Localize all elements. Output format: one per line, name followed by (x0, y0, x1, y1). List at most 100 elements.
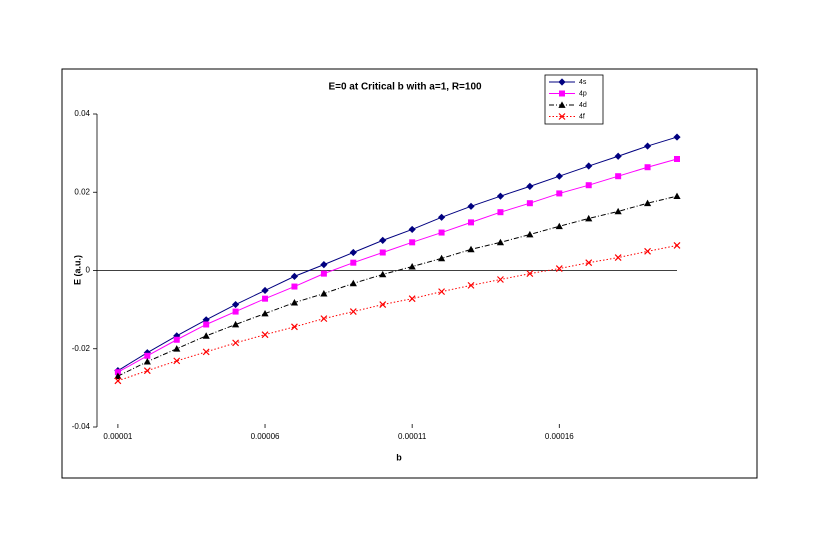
x-axis-label: b (396, 452, 402, 462)
marker (673, 133, 681, 141)
marker (231, 300, 240, 309)
marker (262, 295, 269, 302)
marker (173, 336, 180, 343)
marker (497, 276, 504, 283)
marker (143, 358, 151, 365)
series-line (117, 195, 678, 377)
marker (320, 315, 328, 323)
marker (408, 225, 416, 234)
x-tick-label: 0.00006 (251, 432, 280, 441)
marker (231, 320, 240, 328)
chart-title: E=0 at Critical b with a=1, R=100 (328, 82, 482, 93)
marker (585, 182, 592, 189)
legend-label: 4d (579, 102, 587, 109)
marker (438, 229, 445, 236)
marker (555, 265, 563, 272)
legend-box (544, 74, 604, 125)
marker (349, 308, 357, 316)
series-line (117, 244, 678, 382)
y-tick-label: 0 (86, 266, 91, 275)
marker (261, 331, 269, 339)
marker (379, 249, 386, 256)
legend-marker (558, 101, 566, 108)
marker (526, 270, 534, 278)
marker (496, 238, 505, 246)
marker (467, 245, 475, 253)
x-tick-label: 0.00011 (398, 432, 427, 441)
marker (203, 321, 210, 328)
marker (526, 230, 534, 238)
marker (674, 155, 680, 162)
marker (173, 345, 181, 352)
marker (467, 202, 475, 210)
marker (497, 209, 504, 216)
legend-marker (558, 78, 566, 86)
marker (615, 173, 622, 180)
marker (643, 199, 652, 207)
marker (320, 261, 328, 269)
marker (114, 372, 122, 380)
marker (379, 236, 387, 244)
marker (202, 332, 210, 339)
y-tick-label: 0.02 (74, 187, 90, 196)
marker (261, 286, 269, 295)
marker (350, 259, 357, 266)
marker (437, 254, 446, 262)
marker (202, 316, 210, 324)
marker (291, 283, 298, 290)
marker (437, 213, 446, 221)
marker (409, 239, 416, 246)
marker (232, 308, 239, 315)
marker (614, 254, 622, 262)
marker (144, 352, 151, 359)
marker (673, 192, 681, 200)
marker (556, 190, 563, 197)
marker (438, 288, 446, 296)
marker (379, 270, 387, 278)
marker (614, 152, 622, 160)
legend-marker (559, 90, 565, 97)
y-axis-label: E (a.u.) (72, 255, 82, 285)
y-tick-label: -0.04 (72, 422, 91, 431)
marker (585, 214, 593, 222)
legend-marker (558, 113, 566, 120)
marker (173, 357, 181, 365)
marker (408, 295, 416, 303)
marker (526, 200, 533, 207)
chart-frame (61, 68, 758, 479)
marker (408, 262, 416, 270)
marker (349, 248, 357, 257)
marker (496, 192, 505, 200)
marker (673, 242, 681, 249)
series-line (117, 158, 678, 373)
marker (143, 367, 151, 375)
marker (614, 207, 622, 215)
marker (643, 142, 652, 150)
y-tick-label: 0.04 (74, 109, 90, 118)
marker (468, 219, 475, 226)
marker (232, 339, 240, 347)
x-tick-label: 0.00016 (545, 432, 574, 441)
marker (585, 162, 593, 170)
marker (290, 298, 299, 306)
series-line (117, 136, 678, 372)
marker (379, 301, 387, 308)
marker (555, 172, 563, 180)
marker (644, 164, 651, 171)
legend-label: 4p (579, 90, 587, 97)
marker (290, 272, 299, 280)
legend-label: 4s (579, 79, 587, 86)
marker (555, 222, 563, 230)
marker (320, 289, 328, 297)
legend-label: 4f (579, 113, 585, 120)
marker (526, 182, 534, 190)
marker (261, 309, 269, 317)
marker (202, 348, 210, 356)
marker (349, 279, 357, 287)
x-tick-label: 0.00001 (103, 432, 132, 441)
marker (467, 281, 475, 289)
marker (320, 270, 327, 277)
marker (143, 349, 151, 357)
marker (114, 377, 122, 385)
